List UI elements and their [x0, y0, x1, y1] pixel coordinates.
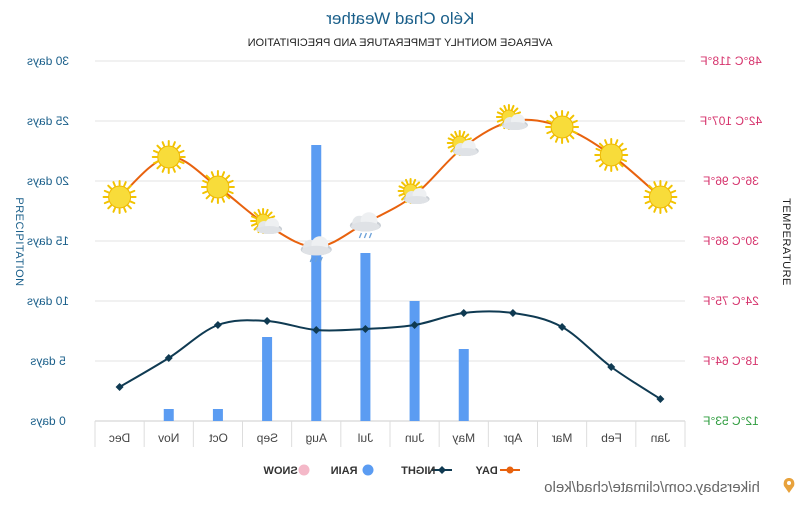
- left-tick-label: 15 days: [27, 234, 69, 248]
- legend-item-night: NIGHT: [401, 465, 452, 477]
- right-axis-title: TEMPERATURE: [780, 198, 792, 286]
- legend-label: NIGHT: [401, 465, 436, 477]
- night-point: [213, 321, 222, 329]
- chart-title: Kélo Chad Weather: [326, 9, 474, 28]
- month-label: Mar: [552, 431, 573, 445]
- month-label: Feb: [601, 431, 622, 445]
- night-point: [656, 395, 665, 403]
- night-point: [607, 363, 616, 371]
- month-label: Sep: [256, 431, 278, 445]
- night-point: [312, 326, 321, 334]
- month-label: Nov: [158, 431, 179, 445]
- sun-icon: [151, 140, 186, 174]
- month-label: Apr: [504, 431, 523, 445]
- night-point: [508, 309, 517, 317]
- month-label: Jul: [358, 431, 373, 445]
- legend-label: RAIN: [331, 465, 358, 477]
- left-axis-ticks: 0 days 5 days 10 days 15 days 20 days 25 days…: [27, 54, 69, 428]
- rain-bar: [163, 409, 174, 421]
- cloud-rain-icon: [300, 236, 332, 263]
- day-series: [118, 118, 662, 249]
- partly-cloudy-icon: [250, 208, 283, 234]
- weather-icons: [102, 104, 678, 263]
- rain-bar: [458, 349, 469, 421]
- legend-label: DAY: [475, 465, 498, 477]
- night-point: [263, 317, 272, 325]
- location-pin-icon: [783, 478, 795, 493]
- legend-label: SNOW: [263, 465, 298, 477]
- rain-bar: [212, 409, 223, 421]
- chart-subtitle: AVERAGE MONTHLY TEMPERATURE AND PRECIPIT…: [248, 37, 553, 49]
- night-point: [115, 383, 124, 391]
- sun-icon: [102, 180, 137, 214]
- night-point: [361, 325, 370, 333]
- partly-cloudy-icon: [397, 178, 430, 204]
- legend-item-rain: RAIN: [331, 464, 374, 477]
- left-tick-label: 5 days: [30, 354, 65, 368]
- sun-icon: [200, 170, 235, 204]
- night-point: [410, 321, 419, 329]
- left-tick-label: 30 days: [27, 54, 69, 68]
- right-tick-label: 12°C 53°F: [703, 414, 759, 428]
- credit-text: hikersbay.com/climate/chad/kelo: [544, 479, 760, 496]
- rain-bars: [163, 145, 469, 421]
- rain-bar: [311, 145, 322, 421]
- month-label: Dec: [109, 431, 130, 445]
- partly-cloudy-icon: [446, 130, 479, 156]
- left-tick-label: 10 days: [27, 294, 69, 308]
- partly-cloudy-icon: [495, 104, 528, 130]
- rain-bar: [262, 337, 273, 421]
- cloud-rain-icon: [349, 212, 382, 239]
- left-tick-label: 25 days: [27, 114, 69, 128]
- right-tick-label: 48°C 118°F: [700, 54, 761, 68]
- legend: DAY NIGHT RAIN SNOW: [263, 464, 520, 477]
- night-line: [119, 310, 661, 400]
- rain-bar: [409, 301, 420, 421]
- grid-lines: [95, 60, 685, 422]
- right-tick-label: 36°C 96°F: [703, 174, 759, 188]
- night-point: [164, 354, 173, 362]
- right-axis-ticks: 12°C 53°F 18°C 64°F 24°C 75°F 30°C 86°F 36°C…: [700, 54, 762, 428]
- sun-icon: [643, 180, 678, 214]
- month-label: May: [452, 431, 475, 445]
- legend-item-day: DAY: [475, 465, 520, 477]
- left-axis-title: PRECIPITATION: [13, 197, 25, 286]
- month-label: Oct: [209, 431, 228, 445]
- left-tick-label: 0 days: [30, 414, 65, 428]
- rain-bar: [360, 253, 371, 421]
- right-tick-label: 18°C 64°F: [703, 354, 759, 368]
- sun-icon: [594, 138, 629, 172]
- day-line: [118, 118, 662, 249]
- night-point: [459, 309, 468, 317]
- legend-item-snow: SNOW: [263, 464, 310, 477]
- right-tick-label: 30°C 86°F: [703, 234, 759, 248]
- month-label: Aug: [306, 431, 327, 445]
- night-series: [115, 309, 665, 403]
- month-label: Jan: [651, 431, 670, 445]
- night-point: [558, 323, 567, 331]
- right-tick-label: 24°C 75°F: [703, 294, 759, 308]
- x-axis-ticks: Jan Feb Mar Apr May Jun Jul Aug Sep Oct Nov Dec: [94, 420, 686, 447]
- right-tick-label: 42°C 107°F: [700, 114, 762, 128]
- month-label: Jun: [405, 431, 424, 445]
- left-tick-label: 20 days: [27, 174, 69, 188]
- sun-icon: [545, 110, 580, 144]
